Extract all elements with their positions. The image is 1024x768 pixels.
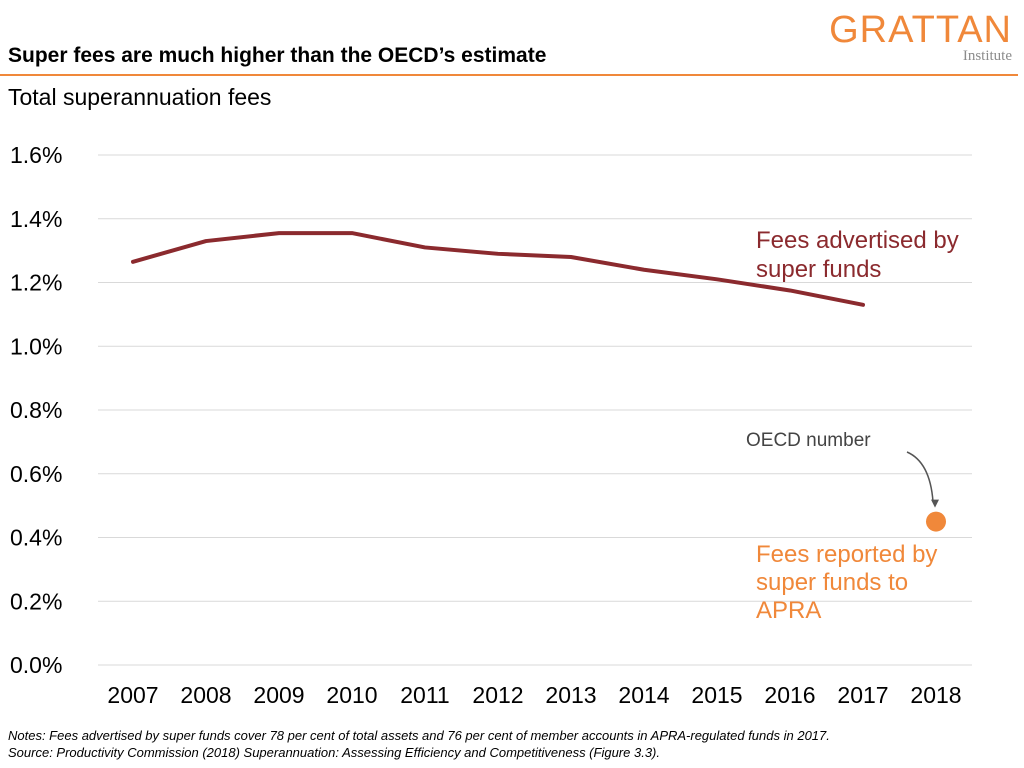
x-tick-label: 2009 [253, 682, 304, 708]
x-tick-label: 2013 [545, 682, 596, 708]
annotations: OECD number [746, 430, 939, 508]
x-tick-label: 2015 [691, 682, 742, 708]
annotation-arrow [906, 451, 934, 502]
y-tick-label: 0.2% [10, 588, 62, 614]
x-tick-label: 2017 [837, 682, 888, 708]
y-tick-label: 1.0% [10, 333, 62, 359]
title-divider [0, 74, 1018, 76]
source-line: Source: Productivity Commission (2018) S… [8, 745, 660, 760]
x-tick-label: 2016 [764, 682, 815, 708]
series-label-apra: super funds to [756, 569, 908, 596]
y-tick-label: 1.2% [10, 270, 62, 296]
series-label-advertised: Fees advertised by [756, 227, 959, 254]
series [131, 231, 946, 532]
logo-wordmark: GRATTAN [829, 9, 1012, 51]
y-tick-label: 0.8% [10, 397, 62, 423]
series-label-apra: APRA [756, 597, 821, 624]
x-tick-label: 2010 [326, 682, 377, 708]
annotation-arrowhead [931, 499, 939, 508]
notes-line: Notes: Fees advertised by super funds co… [8, 728, 830, 743]
chart-notes: Notes: Fees advertised by super funds co… [8, 727, 830, 761]
y-axis-ticks: 0.0% 0.2% 0.4% 0.6% 0.8% 1.0% 1.2% 1.4% 1.6% [10, 142, 62, 678]
grattan-logo: GRATTAN Institute [829, 6, 1018, 66]
x-tick-label: 2014 [618, 682, 669, 708]
y-tick-label: 1.4% [10, 206, 62, 232]
y-tick-label: 0.4% [10, 525, 62, 551]
x-tick-label: 2018 [910, 682, 961, 708]
x-tick-label: 2012 [472, 682, 523, 708]
y-tick-label: 0.6% [10, 461, 62, 487]
x-tick-label: 2008 [180, 682, 231, 708]
x-axis-ticks: 2007 2008 2009 2010 2011 2012 2013 2014 2015 2016… [107, 682, 961, 708]
chart-title: Super fees are much higher than the OECD… [8, 44, 547, 67]
chart-subtitle: Total superannuation fees [8, 84, 272, 110]
series-line-advertised [131, 231, 865, 307]
gridlines [98, 154, 972, 666]
y-tick-label: 1.6% [10, 142, 62, 168]
y-tick-label: 0.0% [10, 652, 62, 678]
apra-data-point [926, 511, 946, 532]
logo-subtext: Institute [962, 48, 1012, 64]
x-tick-label: 2011 [400, 682, 449, 708]
x-tick-label: 2007 [107, 682, 158, 708]
series-label-apra: Fees reported by [756, 541, 937, 568]
annotation-label: OECD number [746, 430, 871, 451]
series-label-advertised: super funds [756, 256, 881, 283]
